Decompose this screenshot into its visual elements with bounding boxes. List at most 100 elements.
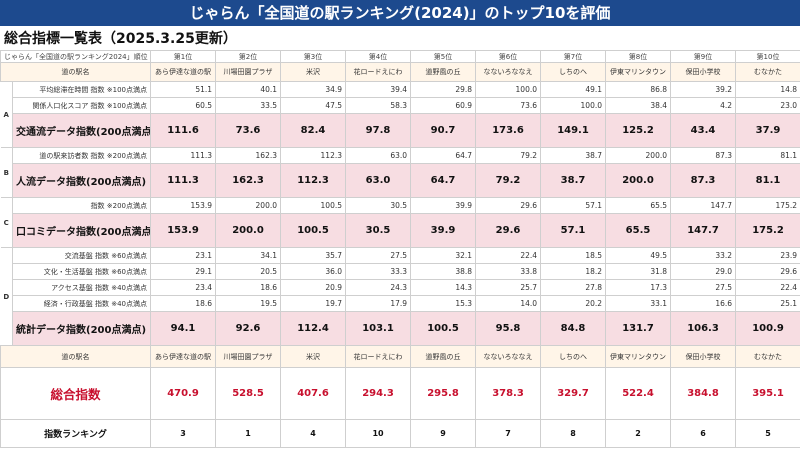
metric-label: 交流基盤 指数 ※60点満点 (11, 247, 152, 264)
section-total-row: 人流データ指数(200点満点) 111.3 162.3 112.3 63.0 64.7 79… (1, 163, 800, 198)
metric-value: 153.9 (150, 197, 217, 214)
metric-row: C 指数 ※200点満点 153.9 200.0 100.5 30.5 39.9 29.6 57… (0, 197, 800, 248)
section-total-value: 111.6 (150, 113, 217, 148)
overall-score-value: 522.4 (605, 367, 672, 420)
section-total-value: 95.8 (475, 311, 542, 346)
metric-label: 文化・生活基盤 指数 ※60点満点 (11, 263, 152, 280)
summary-station-name: 保田小学校 (670, 345, 737, 368)
metric-value: 18.5 (540, 247, 607, 264)
rank-position-header: 第2位 (215, 50, 282, 63)
metric-value: 20.9 (280, 279, 347, 296)
section-total-value: 82.4 (280, 113, 347, 148)
metric-value: 47.5 (280, 97, 347, 114)
metric-value: 100.0 (540, 97, 607, 114)
metric-value: 39.4 (345, 81, 412, 98)
metric-value: 38.4 (605, 97, 672, 114)
group-letter: B (0, 147, 13, 198)
metric-value: 86.8 (605, 81, 672, 98)
station-name: 花ロードえにわ (345, 62, 412, 82)
section-total-value: 100.5 (410, 311, 477, 346)
section-total-label: 交通流データ指数(200点満点) (11, 113, 152, 148)
ranking-caption: じゃらん「全国道の駅ランキング2024」順位 (0, 50, 152, 63)
section-total-value: 100.5 (280, 213, 347, 248)
metric-value: 19.5 (215, 295, 282, 312)
overall-score-value: 294.3 (345, 367, 412, 420)
overall-score-row: 総合指数 470.9 528.5 407.6 294.3 295.8 378.3 329.7 5… (0, 367, 800, 420)
metric-value: 15.3 (410, 295, 477, 312)
section-total-value: 97.8 (345, 113, 412, 148)
section-total-value: 63.0 (345, 163, 412, 198)
summary-col-label: 道の駅名 (0, 345, 152, 368)
index-ranking-value: 10 (345, 419, 412, 448)
page-banner-title: じゃらん「全国道の駅ランキング(2024)」のトップ10を評価 (0, 0, 800, 26)
metric-value: 100.5 (280, 197, 347, 214)
index-ranking-value: 9 (410, 419, 477, 448)
metric-label: 指数 ※200点満点 (11, 197, 152, 214)
metric-value: 33.5 (215, 97, 282, 114)
section-total-value: 37.9 (735, 113, 800, 148)
section-total-value: 29.6 (475, 213, 542, 248)
metric-label: 平均総滞在時間 指数 ※100点満点 (11, 81, 152, 98)
metric-value: 175.2 (735, 197, 800, 214)
rank-position-header: 第5位 (410, 50, 477, 63)
metric-value: 29.0 (670, 263, 737, 280)
metric-value: 40.1 (215, 81, 282, 98)
metric-value: 23.1 (150, 247, 217, 264)
metric-value: 29.1 (150, 263, 217, 280)
metric-value: 73.6 (475, 97, 542, 114)
station-name: しちのへ (540, 62, 607, 82)
metric-value: 34.9 (280, 81, 347, 98)
index-ranking-value: 4 (280, 419, 347, 448)
section-total-value: 112.4 (280, 311, 347, 346)
metric-value: 29.8 (410, 81, 477, 98)
index-ranking-value: 8 (540, 419, 607, 448)
metric-value: 111.3 (150, 147, 217, 164)
section-total-value: 111.3 (150, 163, 217, 198)
section-total-value: 92.6 (215, 311, 282, 346)
metric-value: 18.2 (540, 263, 607, 280)
section-total-value: 43.4 (670, 113, 737, 148)
metric-label: 道の駅来訪者数 指数 ※200点満点 (11, 147, 152, 164)
metric-value: 18.6 (150, 295, 217, 312)
section-total-value: 147.7 (670, 213, 737, 248)
section-total-value: 64.7 (410, 163, 477, 198)
metric-value: 65.5 (605, 197, 672, 214)
rank-position-header: 第8位 (605, 50, 672, 63)
metric-value: 36.0 (280, 263, 347, 280)
summary-station-name: 道野風の丘 (410, 345, 477, 368)
rank-position-header: 第1位 (150, 50, 217, 63)
section-total-value: 112.3 (280, 163, 347, 198)
section-total-value: 94.1 (150, 311, 217, 346)
group-letter: A (0, 81, 13, 148)
metric-value: 79.2 (475, 147, 542, 164)
metric-value: 87.3 (670, 147, 737, 164)
summary-header-row: 道の駅名 あら伊達な道の駅 川場田園プラザ 米沢 花ロードえにわ 道野風の丘 なないろななえ… (0, 345, 800, 368)
index-ranking-value: 7 (475, 419, 542, 448)
rank-position-header: 第7位 (540, 50, 607, 63)
metric-value: 27.5 (345, 247, 412, 264)
metric-value: 20.2 (540, 295, 607, 312)
metric-value: 20.5 (215, 263, 282, 280)
metric-row: B 道の駅来訪者数 指数 ※200点満点 111.3 162.3 112.3 63.0 64… (0, 147, 800, 198)
station-name: むなかた (735, 62, 800, 82)
metric-value: 17.3 (605, 279, 672, 296)
section-total-value: 79.2 (475, 163, 542, 198)
metric-label: 関係人口化スコア 指数 ※100点満点 (11, 97, 152, 114)
station-name: 伊東マリンタウン (605, 62, 672, 82)
metric-value: 81.1 (735, 147, 800, 164)
metric-value: 162.3 (215, 147, 282, 164)
metric-value: 33.2 (670, 247, 737, 264)
rank-header-row: じゃらん「全国道の駅ランキング2024」順位 第1位 第2位 第3位 第4位 第5位 第6位… (0, 50, 800, 63)
section-total-value: 39.9 (410, 213, 477, 248)
metric-value: 63.0 (345, 147, 412, 164)
metric-value: 60.9 (410, 97, 477, 114)
metric-value: 58.3 (345, 97, 412, 114)
metric-value: 200.0 (605, 147, 672, 164)
rank-position-header: 第9位 (670, 50, 737, 63)
metric-value: 100.0 (475, 81, 542, 98)
overall-score-value: 395.1 (735, 367, 800, 420)
section-total-value: 131.7 (605, 311, 672, 346)
section-total-row: 統計データ指数(200点満点) 94.1 92.6 112.4 103.1 100.5 95… (1, 311, 800, 346)
section-total-value: 200.0 (605, 163, 672, 198)
metric-value: 30.5 (345, 197, 412, 214)
